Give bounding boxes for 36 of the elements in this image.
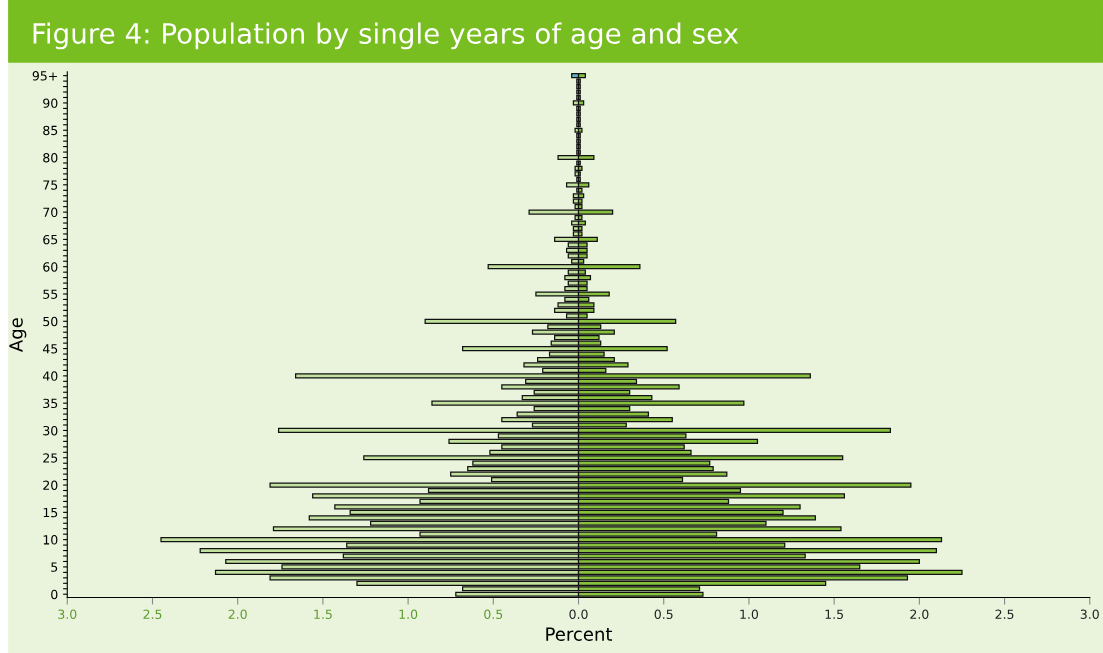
x-tick-label: 0.5 [484,609,503,619]
y-tick-label: 25 [43,453,58,463]
y-tick-label: 95+ [32,71,57,81]
y-tick-label: 80 [43,153,58,163]
x-tick-label: 1.5 [825,609,843,619]
y-tick-label: 55 [43,289,58,299]
x-axis-title: Percent [546,627,613,641]
y-tick-label: 35 [43,398,58,409]
y-tick-label: 30 [43,425,58,436]
x-tick-label: 3.0 [58,609,77,619]
chart-title: Figure 4: Population by single years of age and sex [33,22,739,50]
y-tick-label: 70 [43,207,58,218]
y-tick-label: 0 [51,589,58,600]
y-tick-label: 15 [43,507,58,518]
x-tick-label: 2.0 [228,609,247,619]
x-tick-label: 2.0 [910,609,929,619]
x-tick-label: 0.5 [654,609,673,619]
y-tick-label: 40 [42,371,58,381]
x-tick-label: 2.5 [143,609,162,619]
y-tick-label: 5 [51,562,58,572]
y-tick-label: 20 [43,480,58,490]
x-tick-label: 1.0 [740,609,759,619]
x-tick-label: 1.5 [314,609,332,619]
x-tick-label: 3.0 [1080,609,1099,619]
y-tick-label: 50 [43,316,58,327]
x-tick-label: 1.0 [399,609,418,619]
y-tick-label: 90 [43,98,58,108]
x-tick-label: 2.5 [995,609,1014,619]
y-tick-label: 85 [43,125,58,136]
y-tick-label: 45 [42,344,58,354]
y-tick-label: 10 [43,535,58,545]
y-tick-label: 75 [43,180,58,190]
x-tick-label: 0.0 [569,609,588,619]
y-tick-label: 60 [43,262,58,272]
y-axis-title: Age [9,318,27,352]
y-tick-label: 65 [43,234,58,245]
